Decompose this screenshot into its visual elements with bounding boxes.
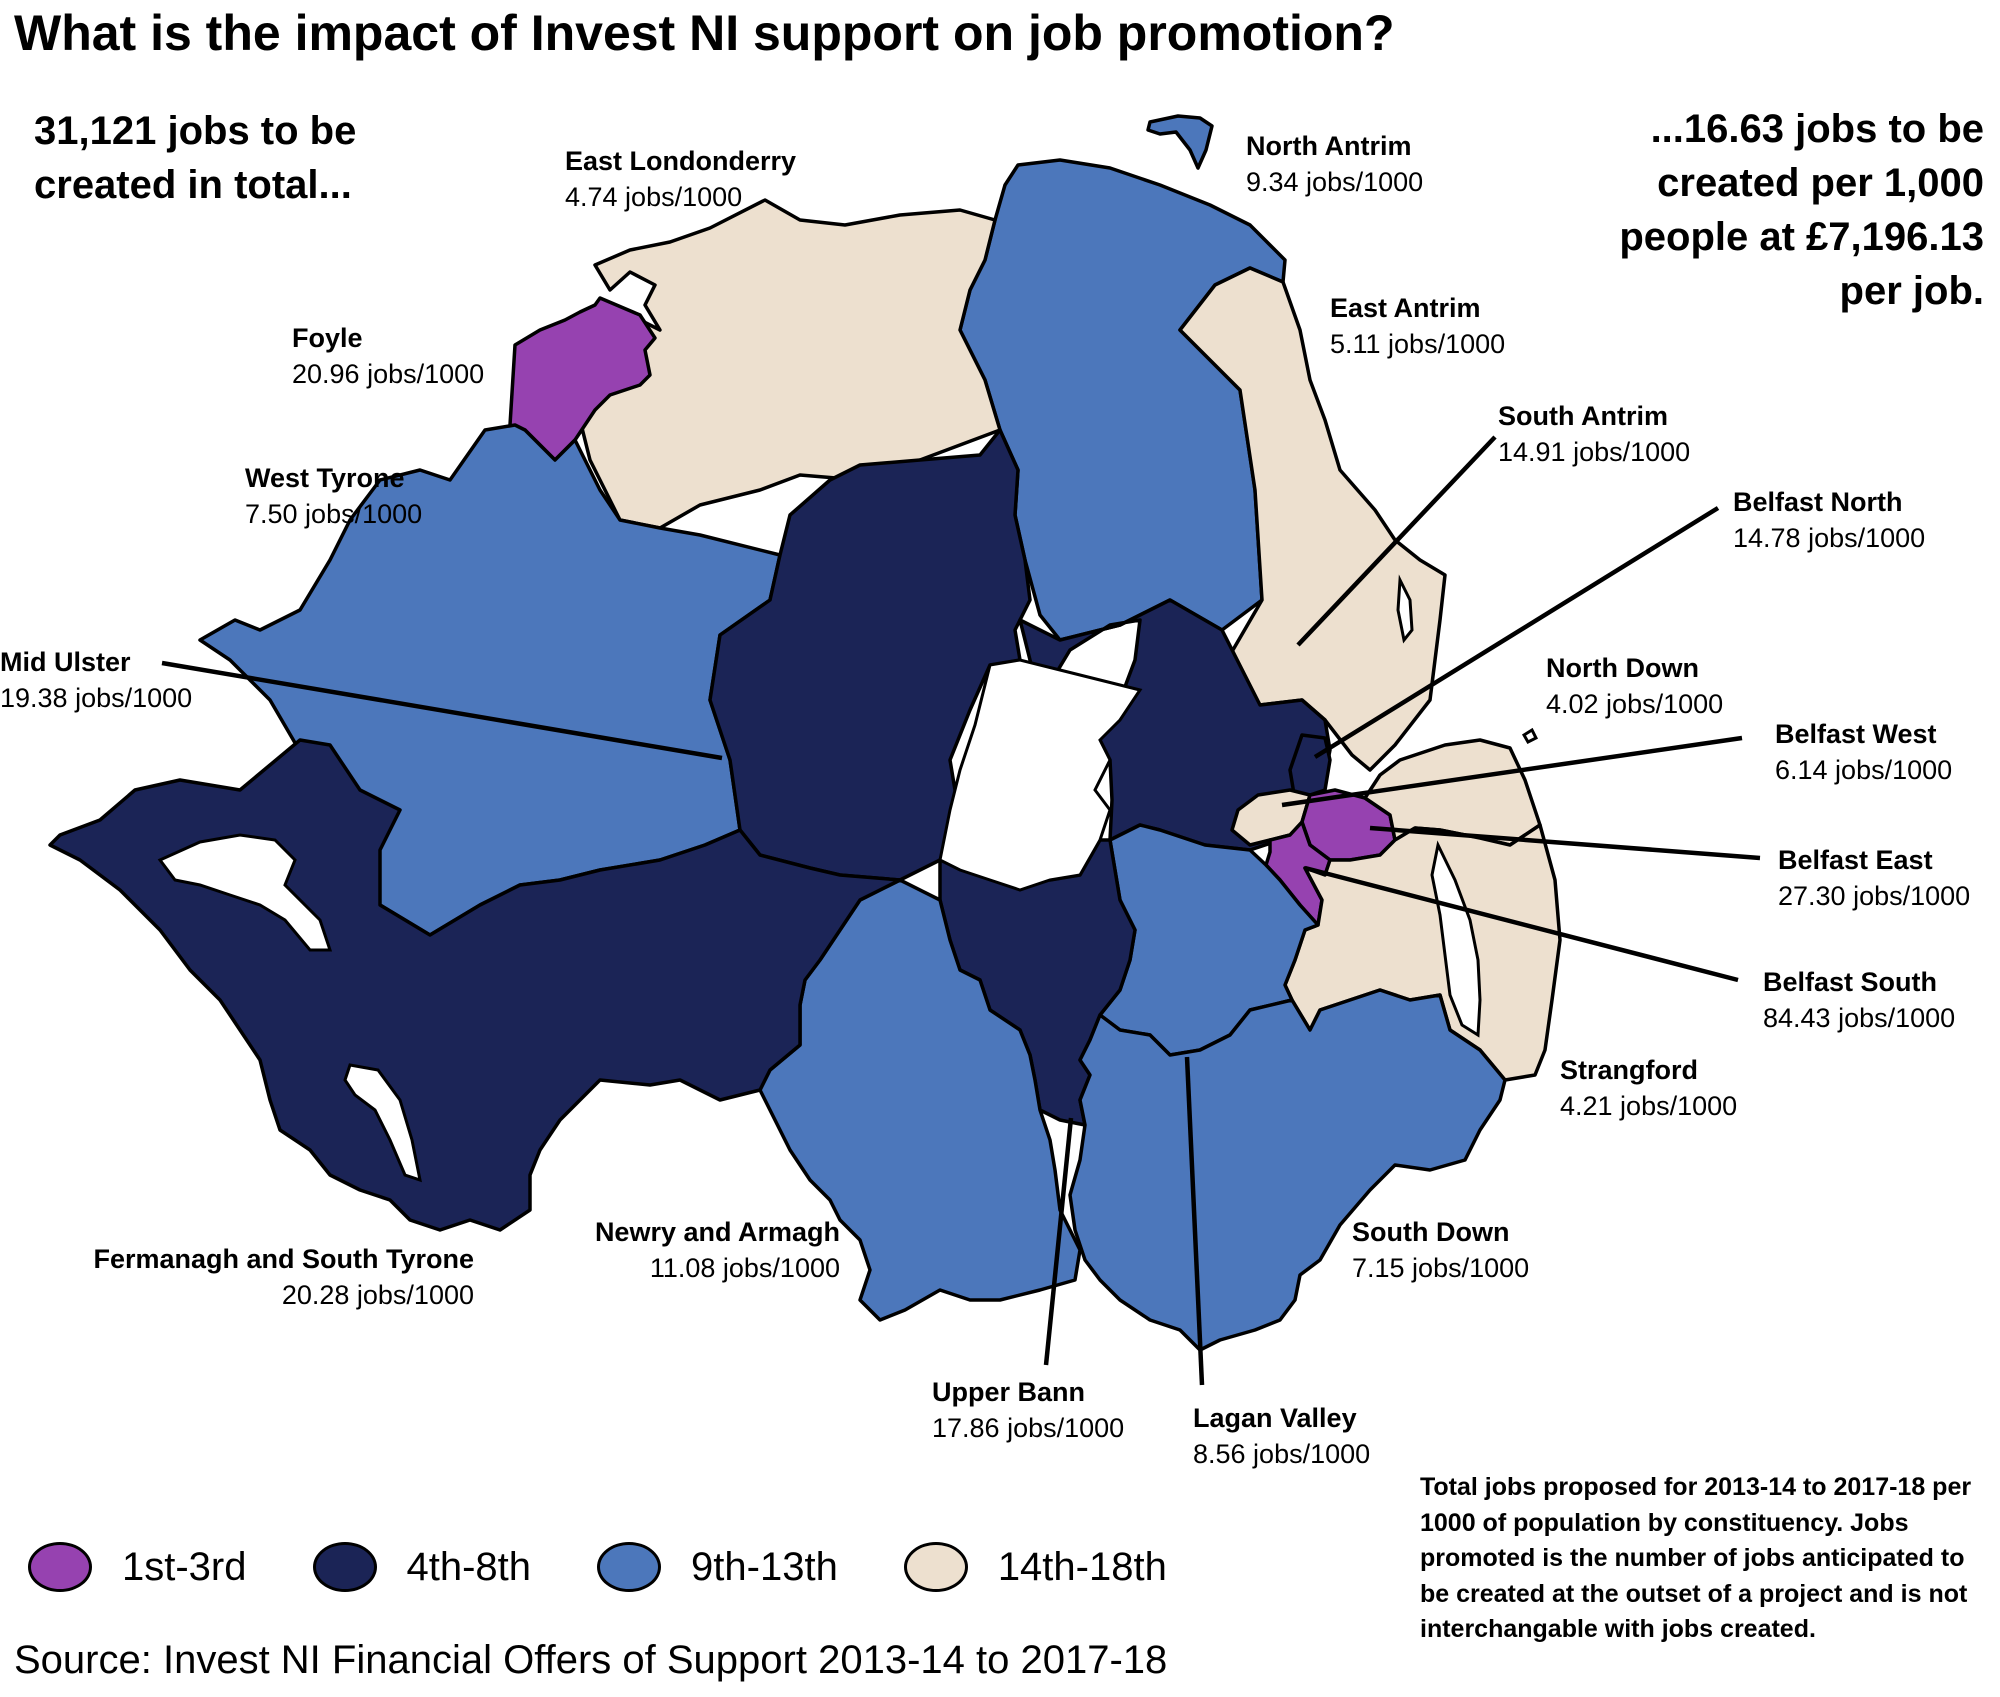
per-capita-summary: ...16.63 jobs to be created per 1,000 pe… — [1464, 102, 1984, 318]
page-title: What is the impact of Invest NI support … — [14, 5, 1395, 61]
region-north-antrim-rathlin[interactable] — [1146, 114, 1214, 170]
legend-item: 9th-13th — [597, 1542, 838, 1592]
lough-neagh — [938, 658, 1143, 892]
legend-swatch — [28, 1542, 92, 1592]
label-name: East Antrim — [1330, 293, 1481, 323]
label-newry-and-armagh: Newry and Armagh 11.08 jobs/1000 — [560, 1214, 840, 1286]
label-name: Belfast West — [1775, 719, 1937, 749]
label-value: 17.86 jobs/1000 — [932, 1413, 1125, 1443]
label-north-down: North Down 4.02 jobs/1000 — [1546, 650, 1723, 722]
total-jobs-summary: 31,121 jobs to be created in total... — [34, 104, 454, 212]
label-value: 9.34 jobs/1000 — [1246, 167, 1424, 197]
summary-right-line: per job. — [1839, 269, 1984, 313]
label-east-antrim: East Antrim 5.11 jobs/1000 — [1330, 290, 1505, 362]
region-east-antrim[interactable] — [1178, 266, 1447, 772]
label-name: Mid Ulster — [0, 647, 131, 677]
summary-right-line: people at £7,196.13 — [1619, 215, 1984, 259]
lough-erne-lower — [343, 1063, 422, 1183]
label-name: East Londonderry — [565, 146, 797, 176]
region-south-down[interactable] — [1068, 988, 1507, 1352]
label-value: 6.14 jobs/1000 — [1775, 755, 1953, 785]
label-value: 7.50 jobs/1000 — [245, 499, 423, 529]
legend-item: 4th-8th — [312, 1542, 532, 1592]
label-belfast-north: Belfast North 14.78 jobs/1000 — [1733, 484, 1925, 556]
label-name: Newry and Armagh — [594, 1217, 840, 1247]
larne-lough — [1396, 574, 1414, 644]
label-value: 4.21 jobs/1000 — [1560, 1091, 1738, 1121]
leader-belfast-south — [1304, 865, 1739, 983]
legend-item: 1st-3rd — [28, 1542, 247, 1592]
label-south-down: South Down 7.15 jobs/1000 — [1352, 1214, 1529, 1286]
methodology-note: Total jobs proposed for 2013-14 to 2017-… — [1420, 1473, 1972, 1643]
strangford-lough — [1430, 840, 1482, 1038]
label-value: 14.78 jobs/1000 — [1733, 523, 1926, 553]
label-belfast-west: Belfast West 6.14 jobs/1000 — [1775, 716, 1952, 788]
label-east-londonderry: East Londonderry 4.74 jobs/1000 — [565, 143, 796, 215]
label-strangford: Strangford 4.21 jobs/1000 — [1560, 1052, 1737, 1124]
legend-label: 9th-13th — [691, 1544, 838, 1589]
legend-label: 1st-3rd — [122, 1544, 247, 1589]
label-mid-ulster: Mid Ulster 19.38 jobs/1000 — [0, 644, 192, 716]
label-name: South Antrim — [1498, 401, 1668, 431]
leader-belfast-north — [1313, 506, 1720, 759]
leader-lagan-valley — [1184, 1056, 1205, 1386]
label-value: 14.91 jobs/1000 — [1498, 437, 1691, 467]
belfast-lough-islet — [1521, 727, 1539, 744]
label-foyle: Foyle 20.96 jobs/1000 — [292, 320, 484, 392]
label-value: 11.08 jobs/1000 — [649, 1253, 840, 1283]
label-value: 84.43 jobs/1000 — [1763, 1003, 1956, 1033]
legend-swatch — [312, 1542, 377, 1592]
label-name: North Down — [1546, 653, 1699, 683]
label-west-tyrone: West Tyrone 7.50 jobs/1000 — [245, 460, 422, 532]
leader-mid-ulster — [161, 660, 723, 761]
label-fermanagh-and-south-tyrone: Fermanagh and South Tyrone 20.28 jobs/10… — [48, 1241, 474, 1313]
summary-left-line: 31,121 jobs to be — [34, 109, 357, 153]
label-name: South Down — [1352, 1217, 1510, 1247]
leader-south-antrim — [1296, 435, 1497, 647]
legend-label: 4th-8th — [406, 1544, 532, 1589]
label-belfast-south: Belfast South 84.43 jobs/1000 — [1763, 964, 1955, 1036]
label-name: Fermanagh and South Tyrone — [93, 1244, 474, 1274]
label-value: 20.28 jobs/1000 — [281, 1280, 474, 1310]
label-name: West Tyrone — [245, 463, 405, 493]
label-value: 7.15 jobs/1000 — [1352, 1253, 1530, 1283]
label-name: Belfast North — [1733, 487, 1903, 517]
legend: 1st-3rd 4th-8th 9th-13th 14th-18th — [28, 1542, 1233, 1592]
label-south-antrim: South Antrim 14.91 jobs/1000 — [1498, 398, 1690, 470]
legend-item: 14th-18th — [903, 1542, 1167, 1592]
label-value: 4.74 jobs/1000 — [565, 182, 743, 212]
label-lagan-valley: Lagan Valley 8.56 jobs/1000 — [1193, 1400, 1370, 1472]
legend-swatch — [597, 1542, 662, 1592]
label-value: 5.11 jobs/1000 — [1330, 329, 1506, 359]
label-value: 19.38 jobs/1000 — [0, 683, 193, 713]
label-value: 27.30 jobs/1000 — [1778, 881, 1971, 911]
label-belfast-east: Belfast East 27.30 jobs/1000 — [1778, 842, 1970, 914]
label-name: Strangford — [1560, 1055, 1698, 1085]
label-name: Belfast East — [1778, 845, 1933, 875]
summary-right-line: ...16.63 jobs to be — [1650, 107, 1984, 151]
label-value: 8.56 jobs/1000 — [1193, 1439, 1371, 1469]
label-name: Belfast South — [1763, 967, 1938, 997]
leader-belfast-east — [1369, 825, 1761, 861]
source-note: Source: Invest NI Financial Offers of Su… — [14, 1638, 1168, 1682]
legend-label: 14th-18th — [997, 1544, 1167, 1589]
label-value: 4.02 jobs/1000 — [1546, 689, 1724, 719]
label-name: Lagan Valley — [1193, 1403, 1357, 1433]
label-north-antrim: North Antrim 9.34 jobs/1000 — [1246, 128, 1423, 200]
lough-erne-upper — [157, 833, 333, 952]
label-name: Foyle — [292, 323, 363, 353]
leader-upper-bann — [1043, 1117, 1074, 1366]
summary-right-line: created per 1,000 — [1657, 161, 1984, 205]
label-name: Upper Bann — [932, 1377, 1086, 1407]
leader-belfast-west — [1281, 735, 1743, 808]
label-value: 20.96 jobs/1000 — [292, 359, 485, 389]
summary-left-line: created in total... — [34, 163, 352, 207]
legend-swatch — [903, 1542, 968, 1592]
label-upper-bann: Upper Bann 17.86 jobs/1000 — [932, 1374, 1124, 1446]
label-name: North Antrim — [1246, 131, 1412, 161]
